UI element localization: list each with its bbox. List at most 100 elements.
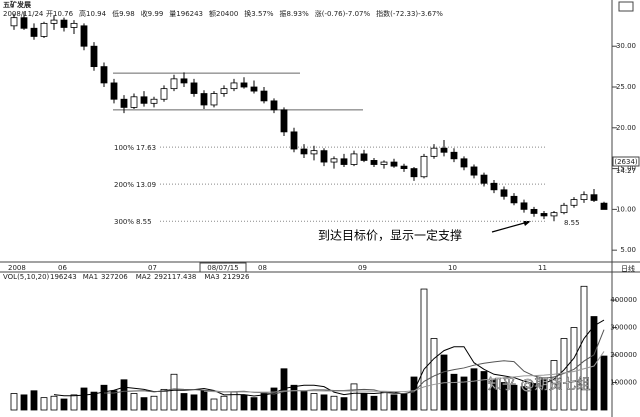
candle-body [560, 204, 568, 214]
volume-bar [120, 379, 128, 411]
candle-body [390, 161, 398, 167]
volume-bar [30, 390, 38, 411]
low-label: 8.55 [564, 219, 580, 227]
volume-bar [20, 394, 28, 411]
volume-bar [480, 371, 488, 411]
volume-bar [60, 398, 68, 411]
y-tick-label: 5.00 [620, 246, 636, 254]
volume-bar [200, 390, 208, 411]
volume-bar [70, 394, 78, 411]
candle-body [170, 78, 178, 90]
candle-body [210, 93, 218, 106]
volume-ma-line [104, 329, 605, 395]
cursor-count-box [612, 156, 640, 167]
volume-bar [130, 393, 138, 411]
candle-body [440, 147, 448, 153]
volume-y-tick-label: 200000 [610, 351, 637, 359]
volume-bar [520, 386, 528, 411]
volume-last: 196243 [50, 273, 77, 281]
x-tick-label: 06 [58, 264, 67, 272]
candle-body [240, 82, 248, 88]
volume-bar [350, 383, 358, 411]
candle-body [200, 93, 208, 106]
candle-body [220, 88, 228, 94]
candle-body [320, 150, 328, 163]
candle-body [270, 100, 278, 111]
candle-body [110, 82, 118, 100]
y-tick-label: 20.00 [616, 124, 636, 132]
quote-field: 换3.57% [244, 9, 274, 18]
volume-bar [180, 393, 188, 411]
candle-body [470, 166, 478, 176]
target-name: 200% [114, 181, 134, 189]
volume-bar [80, 387, 88, 411]
candle-body [490, 182, 498, 191]
cursor-price: 14.27 [616, 167, 636, 175]
volume-bar [260, 393, 268, 411]
volume-bar [190, 394, 198, 411]
candle-body [80, 25, 88, 47]
quote-field: 振8.93% [280, 9, 310, 18]
volume-bar [250, 397, 258, 411]
cursor-count: (2634) [614, 158, 638, 166]
volume-bar [330, 395, 338, 411]
candle-body [500, 189, 508, 197]
chart-title: 五矿发展 [3, 0, 32, 9]
candle-body [430, 147, 438, 157]
volume-bar [140, 397, 148, 411]
volume-bar [590, 316, 598, 411]
target-value: 8.55 [136, 218, 152, 226]
candle-body [300, 148, 308, 155]
volume-bar [220, 395, 228, 411]
volume-bar [470, 368, 478, 411]
window-button[interactable] [618, 1, 634, 12]
candle-body [600, 202, 608, 210]
quote-field: 开10.76 [46, 10, 74, 18]
volume-y-tick-label: 100000 [610, 379, 637, 387]
x-tick-label: 10 [448, 264, 457, 272]
y-tick-label: 25.00 [616, 83, 636, 91]
candle-body [10, 17, 18, 27]
candle-body [380, 161, 388, 165]
volume-bar [150, 395, 158, 411]
legend-value: 327206 [101, 273, 128, 281]
quote-field: 指数(-72.33)-3.67% [376, 9, 443, 18]
volume-bar [300, 390, 308, 411]
volume-bar [320, 394, 328, 411]
quote-field: 高10.94 [79, 9, 107, 18]
volume-bar [510, 384, 518, 411]
x-tick-label: 11 [538, 264, 547, 272]
volume-bar [550, 360, 558, 411]
candle-body [460, 158, 468, 168]
candle-body [590, 194, 598, 201]
volume-bar [280, 368, 288, 411]
candle-body [290, 131, 298, 150]
y-tick-label: 30.00 [616, 42, 636, 50]
annotation-arrowhead [523, 221, 531, 226]
candle-body [280, 109, 288, 133]
volume-bar [370, 395, 378, 411]
annotation: 到达目标价，显示一定支撑 [318, 228, 462, 243]
candle-body [90, 45, 98, 68]
volume-bar [240, 394, 248, 411]
watermark: 知乎 @期货七组 [488, 376, 590, 393]
target-name: 100% [114, 144, 134, 152]
legend-name: MA3 [204, 273, 219, 281]
volume-bar [340, 397, 348, 411]
candle-body [510, 195, 518, 204]
volume-ma-line [203, 351, 605, 393]
volume-bar [490, 379, 498, 411]
x-tick-label: 08 [258, 264, 267, 272]
quote-field: 收9.99 [141, 9, 164, 18]
volume-bar [170, 373, 178, 411]
volume-bar [90, 391, 98, 411]
candle-body [330, 158, 338, 163]
candle-body [60, 19, 68, 28]
volume-y-tick-label: 400000 [610, 296, 637, 304]
candle-body [340, 158, 348, 165]
candle-body [530, 208, 538, 214]
candle-body [180, 78, 188, 84]
candle-body [450, 151, 458, 160]
candle-body [150, 98, 158, 104]
